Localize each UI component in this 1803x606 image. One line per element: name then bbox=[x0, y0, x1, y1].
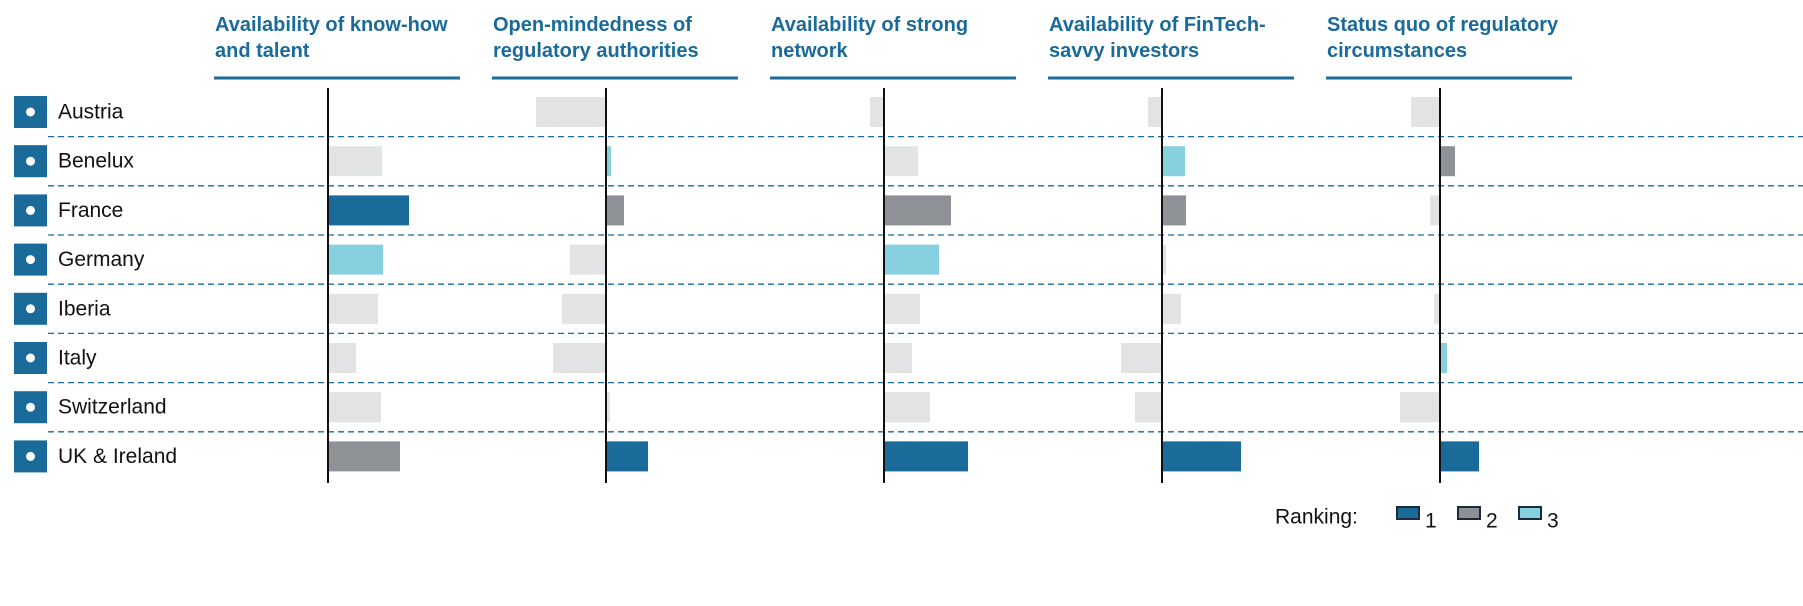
bar bbox=[1430, 195, 1440, 226]
row-dot bbox=[26, 304, 35, 314]
bar bbox=[1121, 343, 1162, 373]
row-dot bbox=[26, 156, 35, 166]
legend-title: Ranking: bbox=[1275, 506, 1358, 529]
bar bbox=[1162, 244, 1166, 275]
category-label: Italy bbox=[58, 347, 97, 370]
bar bbox=[884, 441, 968, 472]
category-label: UK & Ireland bbox=[58, 445, 177, 468]
category-label: Benelux bbox=[58, 150, 134, 173]
legend-label: 2 bbox=[1486, 510, 1498, 533]
bar bbox=[1162, 146, 1185, 177]
panel-title: Availability of strong network bbox=[771, 14, 969, 62]
row-dot bbox=[26, 107, 35, 117]
bar bbox=[328, 195, 409, 226]
bar bbox=[328, 392, 381, 423]
bar bbox=[553, 343, 606, 373]
bar bbox=[1411, 97, 1440, 127]
panel-title: Open-mindedness of regulatory authoritie… bbox=[493, 14, 699, 62]
legend-label: 1 bbox=[1425, 510, 1437, 533]
bar bbox=[884, 244, 939, 275]
row-dot bbox=[26, 451, 35, 461]
bar bbox=[606, 146, 611, 177]
bar bbox=[1400, 392, 1440, 423]
category-label: Iberia bbox=[58, 297, 111, 320]
panel-title: Status quo of regulatory circumstances bbox=[1327, 14, 1559, 62]
legend-swatch bbox=[1457, 506, 1481, 520]
row-dot bbox=[26, 402, 35, 412]
bar bbox=[1440, 343, 1447, 373]
row-dot bbox=[26, 255, 35, 265]
bar bbox=[884, 392, 930, 423]
panel-title: Availability of know-how and talent bbox=[215, 14, 448, 62]
bar bbox=[328, 293, 378, 324]
row-dot bbox=[26, 205, 35, 215]
category-label: Austria bbox=[58, 101, 124, 124]
category-label: Germany bbox=[58, 248, 145, 271]
bar bbox=[536, 97, 606, 127]
bar bbox=[570, 244, 606, 275]
bar bbox=[884, 195, 951, 226]
bar bbox=[328, 343, 356, 373]
legend-label: 3 bbox=[1547, 510, 1559, 533]
row-dot bbox=[26, 353, 35, 363]
bar bbox=[606, 392, 610, 423]
bar bbox=[884, 343, 912, 373]
bar bbox=[1162, 441, 1241, 472]
bar bbox=[1440, 441, 1479, 472]
category-label: Switzerland bbox=[58, 396, 167, 419]
bar bbox=[884, 293, 920, 324]
bar bbox=[870, 97, 884, 127]
bar bbox=[1148, 97, 1162, 127]
bar bbox=[328, 441, 400, 472]
bar bbox=[328, 244, 383, 275]
category-label: France bbox=[58, 199, 123, 222]
bar bbox=[328, 146, 382, 177]
bar bbox=[606, 441, 648, 472]
bar bbox=[1162, 195, 1186, 226]
bar bbox=[1440, 146, 1455, 177]
bar bbox=[562, 293, 606, 324]
legend-swatch bbox=[1518, 506, 1542, 520]
bar bbox=[1434, 293, 1440, 324]
bar bbox=[1162, 293, 1181, 324]
bar bbox=[606, 195, 624, 226]
panel-title: Availability of FinTech-savvy investors bbox=[1049, 14, 1266, 62]
bar bbox=[884, 146, 918, 177]
legend-swatch bbox=[1396, 506, 1420, 520]
bar bbox=[1135, 392, 1162, 423]
